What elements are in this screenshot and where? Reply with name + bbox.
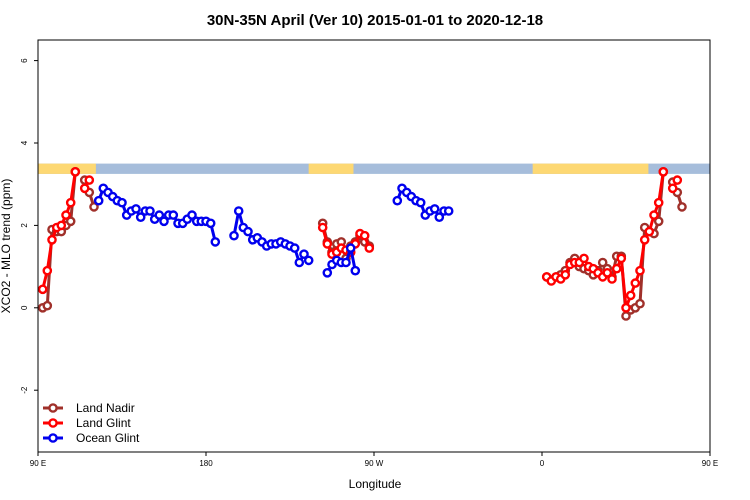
series-layer	[37, 166, 687, 321]
data-point-ocean-glint	[289, 243, 300, 253]
data-point-land-glint	[560, 269, 571, 280]
data-point-land-nadir	[65, 216, 76, 227]
data-point-ocean-glint	[187, 210, 197, 220]
data-point-land-glint	[611, 263, 622, 274]
data-point-land-glint	[653, 197, 664, 208]
data-point-ocean-glint	[294, 257, 305, 268]
x-tick-label: 180	[199, 459, 213, 468]
x-axis: 90 E 180 90 W 0 90 E	[30, 452, 718, 468]
legend-label: Land Glint	[76, 416, 131, 430]
data-point-land-nadir	[677, 202, 687, 212]
data-point-ocean-glint	[210, 237, 221, 247]
data-point-land-nadir	[42, 300, 53, 311]
data-point-land-glint	[79, 183, 90, 194]
legend-item-land-nadir: Land Nadir	[43, 401, 135, 415]
data-point-ocean-glint	[168, 210, 179, 220]
data-point-land-glint	[667, 183, 678, 194]
data-point-ocean-glint	[243, 226, 253, 237]
data-point-land-glint	[47, 234, 57, 245]
data-point-land-glint	[65, 197, 76, 208]
data-point-ocean-glint	[299, 249, 309, 259]
data-point-land-glint	[621, 302, 631, 313]
y-tick-label: -2	[20, 386, 29, 394]
data-point-ocean-glint	[154, 210, 165, 220]
y-tick-label: 4	[20, 140, 29, 145]
data-point-land-glint	[84, 175, 95, 185]
data-point-ocean-glint	[350, 265, 361, 276]
data-point-ocean-glint	[443, 206, 454, 216]
data-point-ocean-glint	[303, 255, 314, 266]
data-point-land-glint	[639, 234, 650, 245]
data-point-ocean-glint	[322, 267, 333, 278]
data-point-ocean-glint	[429, 204, 440, 214]
data-point-land-glint	[672, 175, 683, 185]
data-point-ocean-glint	[117, 197, 127, 208]
data-point-land-glint	[630, 278, 641, 288]
surface-strip-land	[38, 163, 96, 174]
data-point-land-glint	[658, 166, 669, 177]
data-point-land-glint	[364, 243, 375, 253]
data-point-ocean-glint	[93, 195, 104, 206]
data-point-ocean-glint	[392, 195, 403, 206]
data-point-ocean-glint	[135, 212, 146, 222]
legend-marker	[48, 418, 58, 428]
data-point-land-glint	[37, 284, 48, 295]
data-point-land-glint	[42, 265, 53, 276]
data-point-land-glint	[56, 220, 67, 231]
series-line-ocean-glint	[232, 209, 310, 264]
y-tick-label: 2	[20, 223, 29, 228]
legend-item-ocean-glint: Ocean Glint	[43, 431, 140, 445]
surface-strip-land	[532, 163, 649, 174]
data-point-ocean-glint	[229, 230, 239, 241]
data-point-land-nadir	[597, 257, 608, 268]
data-point-land-glint	[644, 226, 655, 237]
series-land-nadir	[37, 166, 687, 321]
data-point-ocean-glint	[345, 243, 356, 253]
data-point-ocean-glint	[159, 216, 169, 227]
data-point-land-glint	[359, 230, 370, 241]
data-point-land-glint	[579, 253, 589, 264]
x-axis-label: Longitude	[349, 477, 402, 491]
data-point-land-nadir	[89, 202, 99, 212]
x-tick-label: 90 E	[702, 459, 718, 468]
data-point-land-glint	[607, 274, 617, 284]
y-axis-label: XCO2 - MLO trend (ppm)	[0, 179, 13, 314]
data-point-ocean-glint	[145, 206, 155, 216]
legend-item-land-glint: Land Glint	[43, 416, 131, 430]
data-point-land-glint	[616, 253, 627, 264]
legend-marker	[48, 403, 58, 413]
data-point-land-glint	[625, 290, 636, 301]
surface-strip-ocean	[38, 163, 710, 174]
data-point-ocean-glint	[233, 206, 244, 216]
data-point-land-glint	[317, 222, 328, 233]
y-tick-label: 0	[20, 305, 29, 310]
data-point-ocean-glint	[131, 204, 141, 214]
series-ocean-glint	[93, 183, 454, 278]
data-point-ocean-glint	[415, 197, 426, 208]
y-axis: -2 0 2 4 6	[20, 58, 38, 394]
legend-label: Land Nadir	[76, 401, 135, 415]
data-point-ocean-glint	[205, 218, 216, 229]
x-tick-label: 0	[540, 459, 545, 468]
legend-label: Ocean Glint	[76, 431, 140, 445]
y-tick-label: 6	[20, 58, 29, 63]
x-tick-label: 90 W	[365, 459, 384, 468]
data-point-land-glint	[322, 239, 333, 249]
x-tick-label: 90 E	[30, 459, 46, 468]
data-point-land-glint	[61, 210, 71, 220]
data-point-land-glint	[602, 267, 613, 278]
data-point-ocean-glint	[341, 257, 351, 268]
legend-marker	[48, 433, 58, 443]
data-point-land-glint	[649, 210, 659, 220]
chart-title: 30N-35N April (Ver 10) 2015-01-01 to 202…	[207, 12, 543, 29]
surface-strip-land	[308, 163, 354, 174]
data-point-land-nadir	[653, 216, 664, 227]
data-point-ocean-glint	[434, 212, 445, 222]
data-point-land-glint	[635, 265, 645, 276]
surface-strip	[38, 163, 710, 174]
data-point-land-nadir	[635, 298, 645, 309]
data-point-land-glint	[70, 166, 81, 177]
